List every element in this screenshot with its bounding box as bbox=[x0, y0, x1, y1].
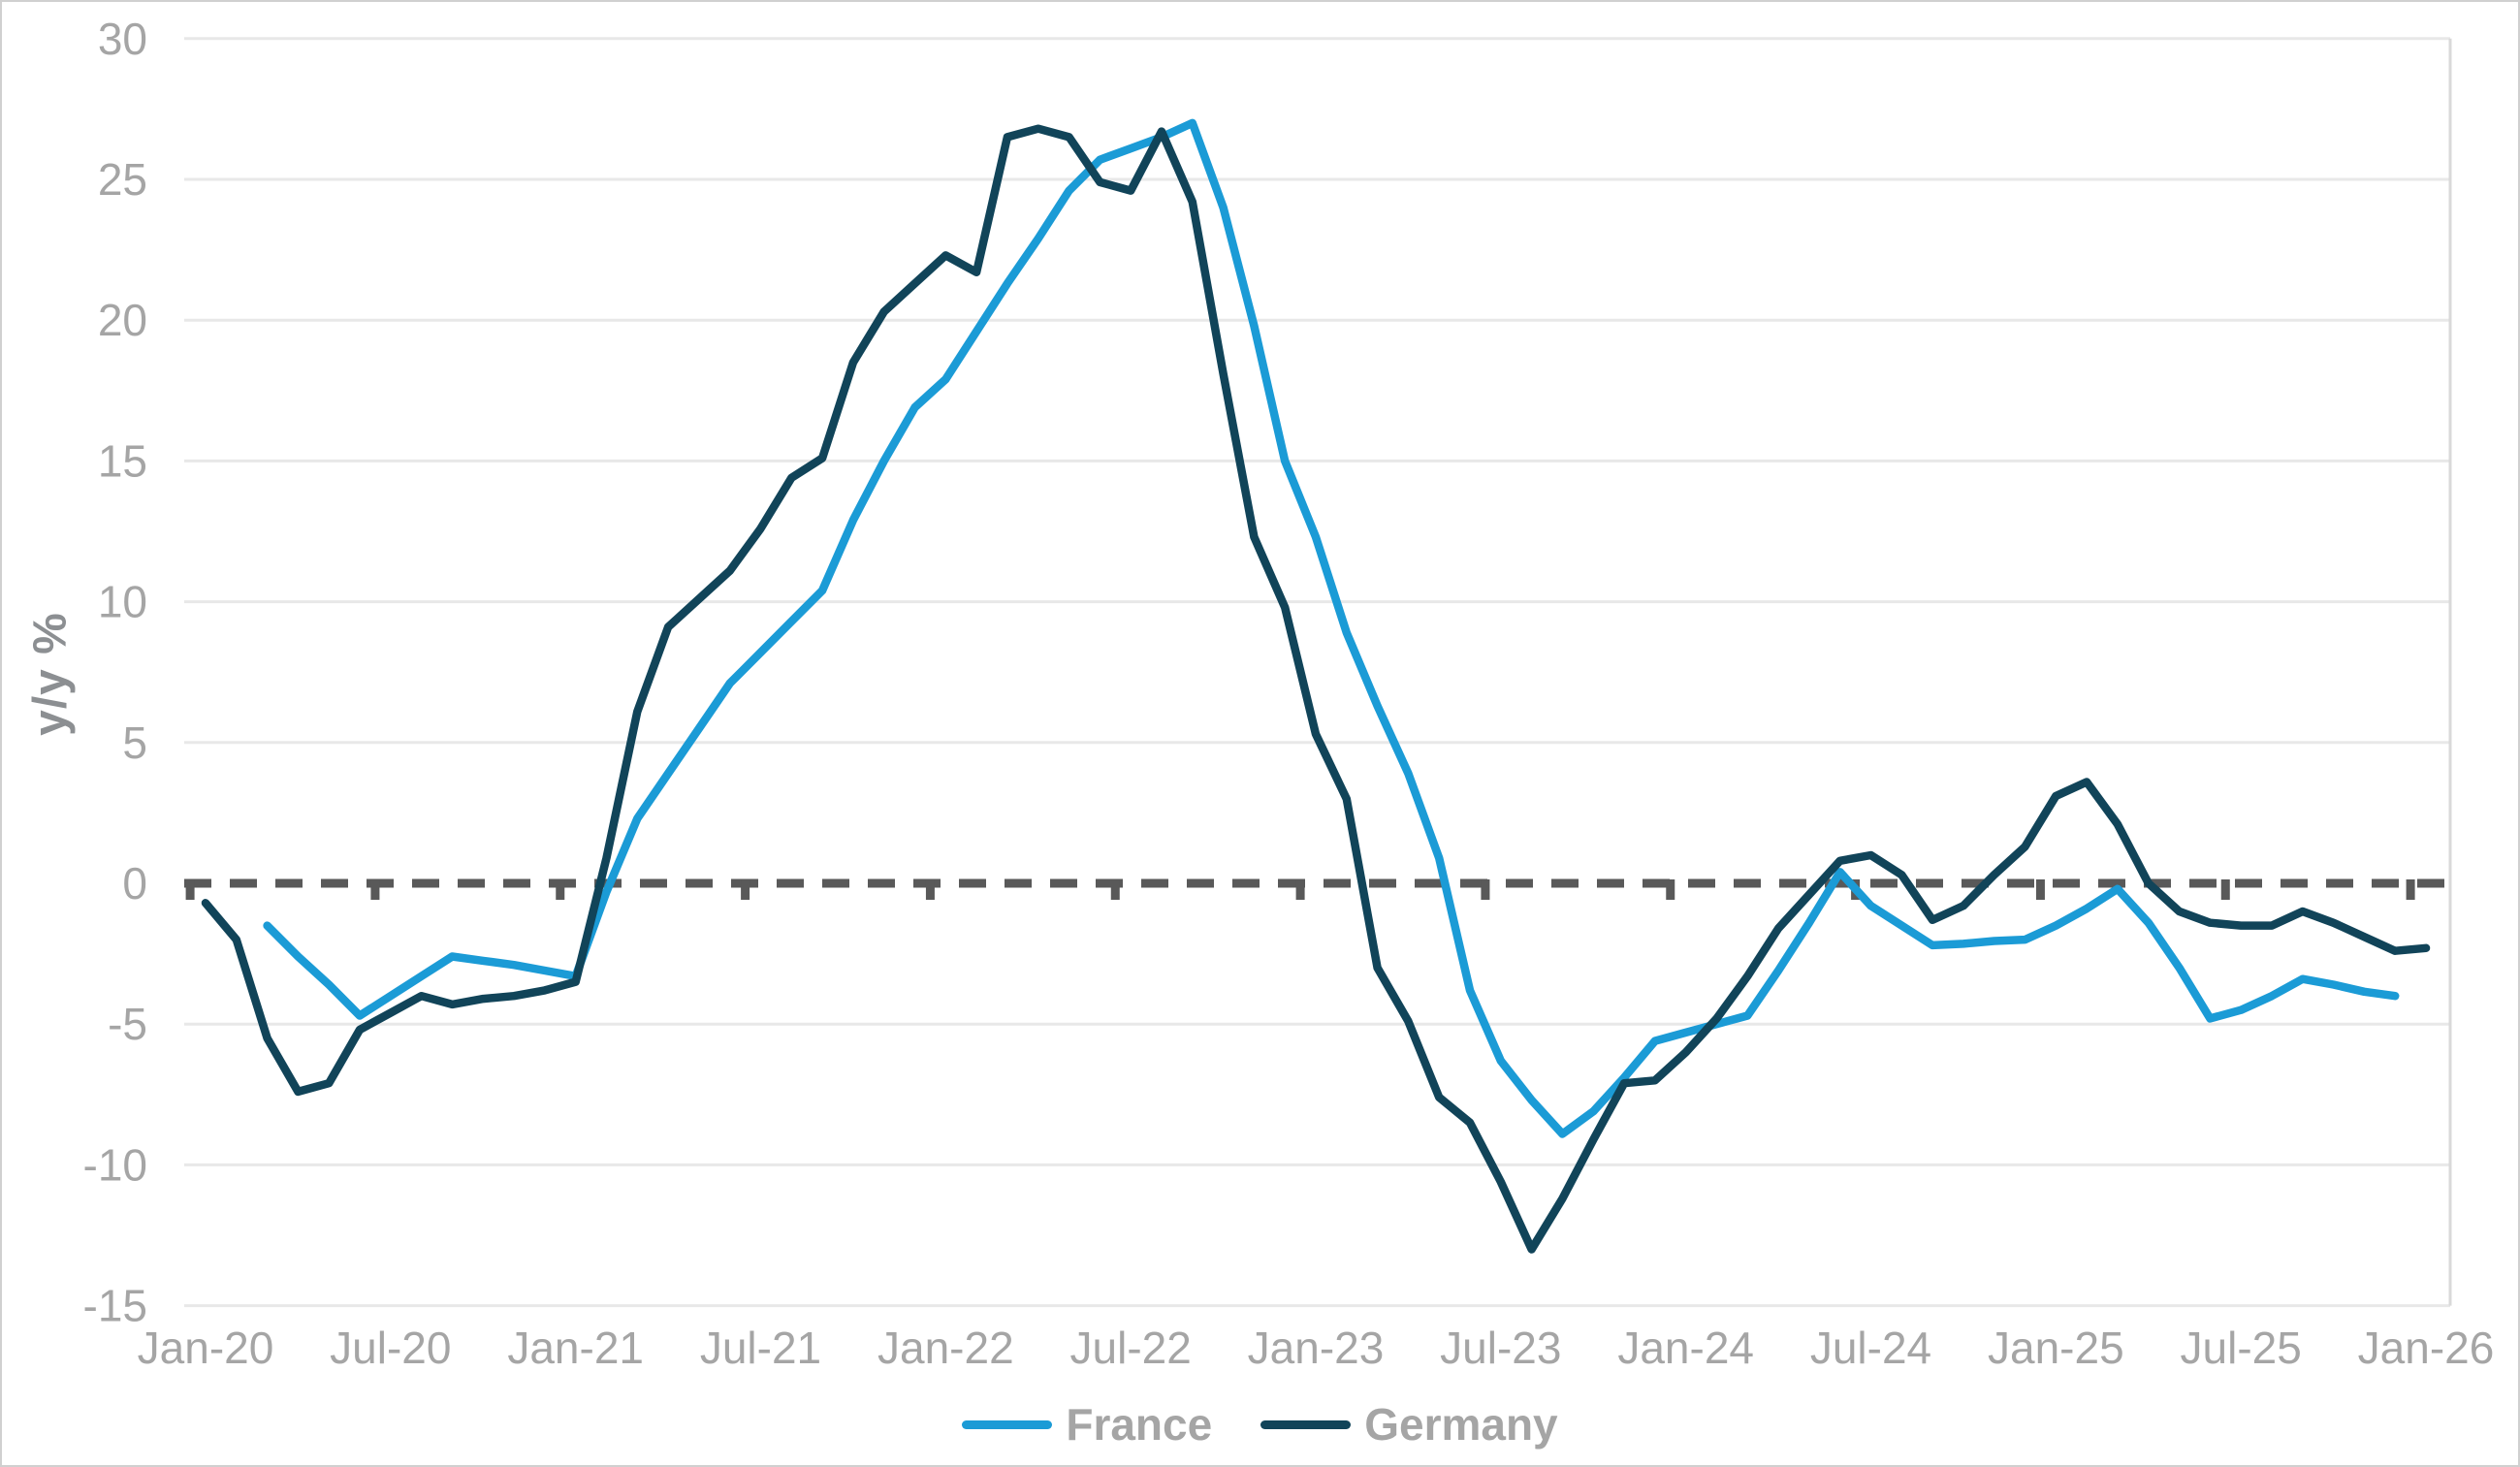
x-tick-label: Jan-21 bbox=[507, 1323, 644, 1373]
x-tick-label: Jul-24 bbox=[1810, 1323, 1931, 1373]
y-tick-label: 30 bbox=[98, 14, 147, 64]
legend-label-france: France bbox=[1066, 1399, 1213, 1450]
y-tick-label: 20 bbox=[98, 295, 147, 345]
x-tick-label: Jul-23 bbox=[1440, 1323, 1561, 1373]
x-tick-label: Jan-24 bbox=[1617, 1323, 1754, 1373]
legend-swatch-france bbox=[962, 1419, 1053, 1429]
x-tick-label: Jan-25 bbox=[1988, 1323, 2124, 1373]
y-tick-label: 5 bbox=[122, 718, 147, 768]
series-line-germany bbox=[201, 124, 2431, 1254]
legend: France Germany bbox=[2, 1402, 2518, 1447]
x-tick-label: Jan-26 bbox=[2358, 1323, 2495, 1373]
x-tick-label: Jul-25 bbox=[2181, 1323, 2302, 1373]
x-tick-label: Jan-23 bbox=[1248, 1323, 1385, 1373]
x-tick-label: Jul-20 bbox=[330, 1323, 451, 1373]
legend-item-germany: Germany bbox=[1260, 1399, 1558, 1450]
legend-item-france: France bbox=[962, 1402, 1212, 1447]
y-tick-label: 10 bbox=[98, 577, 147, 627]
y-tick-label: -15 bbox=[83, 1281, 147, 1331]
y-tick-label: 25 bbox=[98, 154, 147, 205]
legend-label-germany: Germany bbox=[1364, 1399, 1558, 1450]
y-tick-label: 15 bbox=[98, 435, 147, 486]
x-tick-label: Jul-21 bbox=[700, 1323, 821, 1373]
y-tick-label: 0 bbox=[122, 858, 147, 909]
y-tick-label: -10 bbox=[83, 1139, 147, 1190]
x-tick-label: Jan-20 bbox=[138, 1323, 274, 1373]
x-tick-label: Jul-22 bbox=[1070, 1323, 1192, 1373]
y-tick-label: -5 bbox=[108, 999, 147, 1049]
legend-swatch-germany bbox=[1260, 1419, 1352, 1429]
x-tick-label: Jan-22 bbox=[877, 1323, 1014, 1373]
y-axis-title: y/y % bbox=[24, 612, 77, 736]
series-line-france bbox=[263, 118, 2400, 1138]
